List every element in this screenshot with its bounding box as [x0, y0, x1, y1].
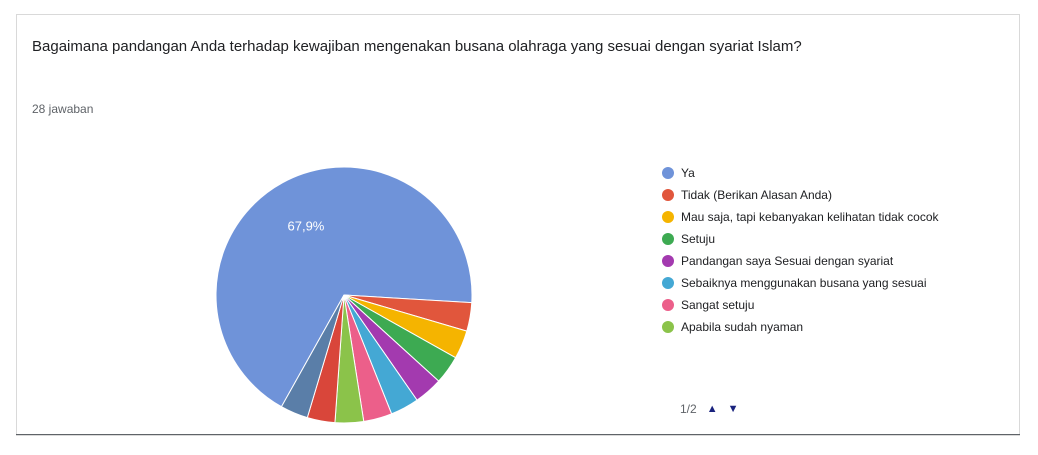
pie-slice-10[interactable]: [280, 294, 345, 419]
legend-item[interactable]: Setuju: [662, 228, 1012, 249]
legend-swatch: [662, 188, 674, 201]
legend-item[interactable]: Pandangan saya Sesuai dengan syariat: [662, 250, 1012, 271]
legend-swatch: [662, 320, 674, 333]
legend-label: Mau saja, tapi kebanyakan kelihatan tida…: [681, 209, 939, 224]
legend-item[interactable]: Mau saja, tapi kebanyakan kelihatan tida…: [662, 206, 1012, 227]
legend-label: Sangat setuju: [681, 297, 755, 312]
legend-item[interactable]: Tidak (Berikan Alasan Anda): [662, 184, 1012, 205]
pager-down-icon[interactable]: ▼: [727, 403, 739, 415]
chart-legend: Ya Tidak (Berikan Alasan Anda) Mau saja, t…: [662, 162, 1012, 338]
legend-item[interactable]: Sebaiknya menggunakan busana yang sesuai: [662, 272, 1012, 293]
legend-label: Setuju: [681, 231, 716, 246]
legend-swatch: [662, 276, 674, 289]
legend-swatch: [662, 210, 674, 223]
legend-label: Ya: [681, 165, 695, 180]
legend-page-indicator: 1/2: [680, 402, 697, 416]
question-title: Bagaimana pandangan Anda terhadap kewaji…: [32, 38, 802, 55]
legend-label: Apabila sudah nyaman: [681, 319, 804, 334]
legend-swatch: [662, 166, 674, 179]
card-bottom-divider: [16, 434, 1020, 435]
legend-swatch: [662, 254, 674, 267]
response-count: 28 jawaban: [32, 102, 94, 116]
legend-label: Tidak (Berikan Alasan Anda): [681, 187, 832, 202]
chart-card: [16, 14, 1020, 436]
legend-swatch: [662, 232, 674, 245]
legend-label: Pandangan saya Sesuai dengan syariat: [681, 253, 894, 268]
legend-swatch: [662, 298, 674, 311]
legend-item[interactable]: Ya: [662, 162, 1012, 183]
legend-label: Sebaiknya menggunakan busana yang sesuai: [681, 275, 927, 290]
legend-pager: 1/2 ▲ ▼: [680, 402, 738, 416]
legend-item[interactable]: Sangat setuju: [662, 294, 1012, 315]
pager-up-icon[interactable]: ▲: [706, 403, 718, 415]
legend-item[interactable]: Apabila sudah nyaman: [662, 316, 1012, 337]
pie-slice-1[interactable]: [215, 166, 473, 408]
pie-data-label: 67,9%: [288, 218, 325, 233]
